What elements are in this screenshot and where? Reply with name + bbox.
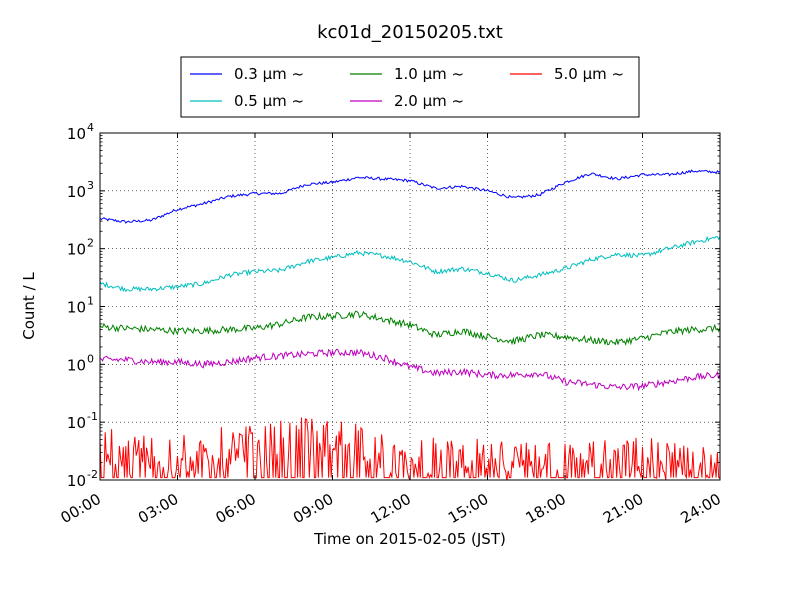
y-tick-exponent: 0	[87, 352, 94, 365]
legend-label-2: 1.0 μm ~	[394, 65, 464, 83]
legend-label-3: 2.0 μm ~	[394, 92, 464, 110]
y-tick-exponent: 2	[87, 237, 94, 250]
x-tick-label: 21:00	[600, 490, 646, 527]
x-tick-label: 03:00	[135, 490, 181, 527]
series-line-2	[100, 310, 720, 346]
x-tick-label: 15:00	[445, 490, 491, 527]
series-line-1	[100, 235, 720, 293]
y-tick-exponent: 4	[87, 121, 94, 134]
y-tick-label: 10	[67, 472, 86, 490]
legend: 0.3 μm ~ 0.5 μm ~ 1.0 μm ~ 2.0 μm ~ 5.0 μm ~	[180, 56, 640, 118]
chart-title: kc01d_20150205.txt	[317, 22, 503, 43]
y-tick-label: 10	[67, 299, 86, 317]
y-tick-label: 10	[67, 414, 86, 432]
legend-label-1: 0.5 μm ~	[234, 92, 304, 110]
x-tick-label: 00:00	[58, 490, 104, 527]
y-tick-exponent: 1	[87, 295, 94, 308]
y-tick-exponent: -2	[87, 468, 98, 481]
series-line-4	[100, 417, 720, 480]
y-tick-label: 10	[67, 183, 86, 201]
series-line-0	[100, 169, 720, 224]
y-axis-label: Count / L	[20, 272, 38, 340]
x-tick-label: 18:00	[523, 490, 569, 527]
grid	[100, 133, 720, 480]
legend-label-4: 5.0 μm ~	[554, 65, 624, 83]
y-tick-label: 10	[67, 356, 86, 374]
x-tick-label: 06:00	[213, 490, 259, 527]
y-tick-exponent: -1	[87, 410, 98, 423]
x-axis-label: Time on 2015-02-05 (JST)	[313, 530, 506, 548]
x-tick-label: 24:00	[678, 490, 724, 527]
legend-label-0: 0.3 μm ~	[234, 65, 304, 83]
legend-frame	[180, 56, 640, 118]
y-tick-label: 10	[67, 241, 86, 259]
series-layer	[100, 169, 720, 480]
x-tick-label: 12:00	[368, 490, 414, 527]
y-tick-exponent: 3	[87, 179, 94, 192]
series-line-3	[100, 348, 720, 392]
y-tick-label: 10	[67, 125, 86, 143]
x-tick-label: 09:00	[290, 490, 336, 527]
